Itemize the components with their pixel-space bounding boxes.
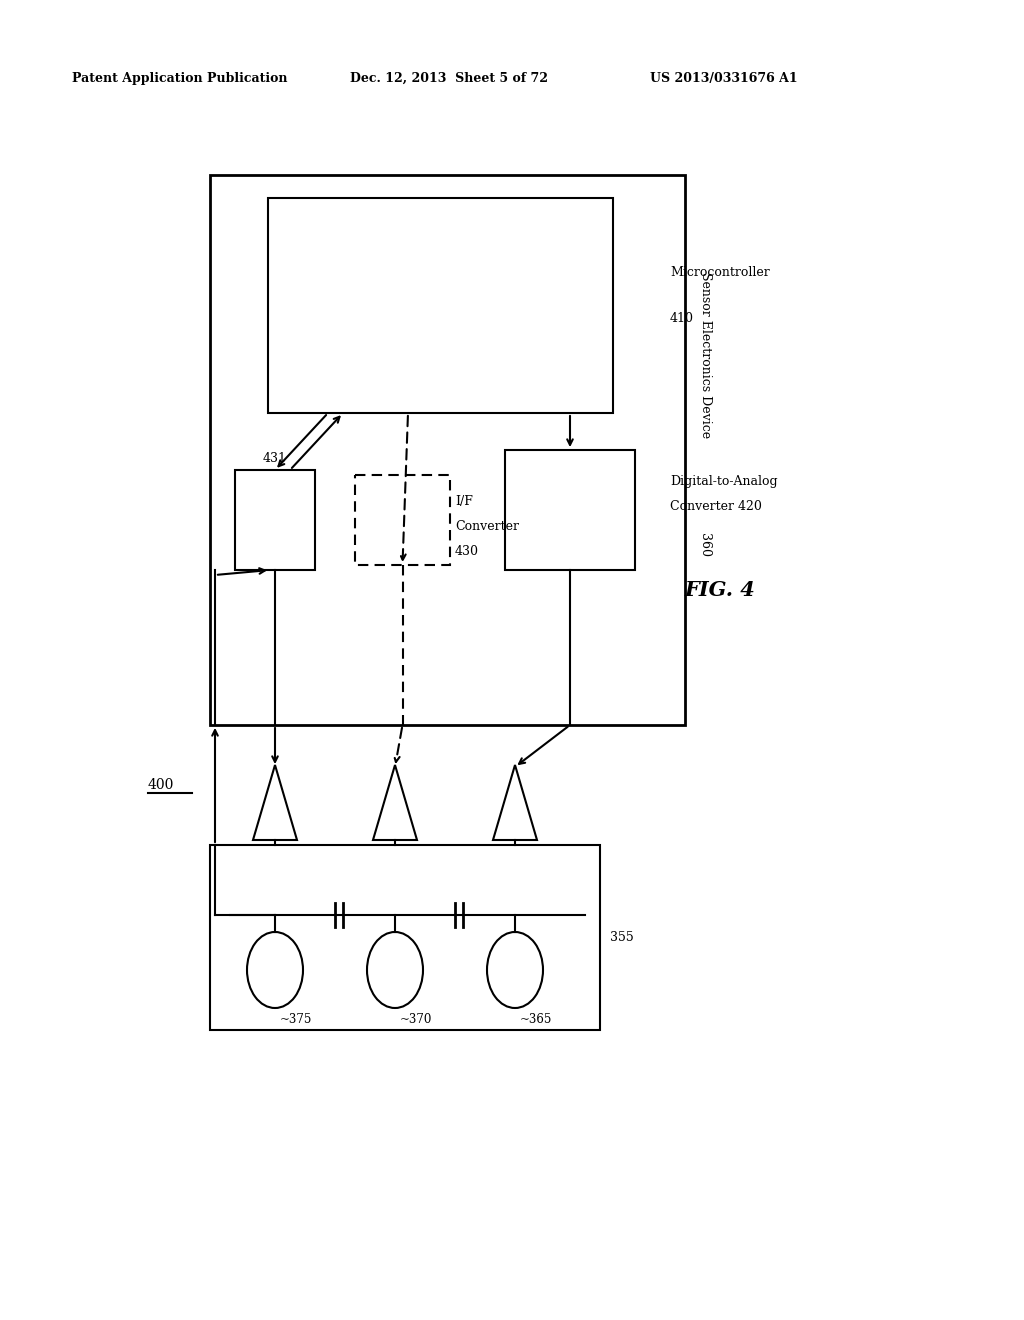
- Bar: [234, 470, 315, 570]
- Text: Converter: Converter: [455, 520, 519, 533]
- Text: 430: 430: [455, 545, 479, 558]
- Text: Sensor Electronics Device: Sensor Electronics Device: [698, 272, 712, 438]
- Ellipse shape: [367, 932, 423, 1008]
- Text: ~365: ~365: [520, 1012, 552, 1026]
- Bar: [268, 198, 613, 413]
- Text: FIG. 4: FIG. 4: [685, 579, 756, 601]
- Bar: [355, 475, 450, 565]
- Text: Microcontroller: Microcontroller: [670, 267, 770, 280]
- Text: 400: 400: [148, 777, 174, 792]
- Text: Digital-to-Analog: Digital-to-Analog: [670, 475, 777, 488]
- Text: 360: 360: [698, 533, 712, 557]
- Bar: [210, 176, 685, 725]
- Bar: [210, 845, 600, 1030]
- Bar: [505, 450, 635, 570]
- Ellipse shape: [487, 932, 543, 1008]
- Text: I/F: I/F: [455, 495, 473, 508]
- Text: 355: 355: [610, 931, 634, 944]
- Text: ~375: ~375: [280, 1012, 312, 1026]
- Text: 431: 431: [263, 451, 287, 465]
- Text: Dec. 12, 2013  Sheet 5 of 72: Dec. 12, 2013 Sheet 5 of 72: [350, 73, 548, 84]
- Text: 410: 410: [670, 312, 694, 325]
- Text: Converter 420: Converter 420: [670, 500, 762, 513]
- Ellipse shape: [247, 932, 303, 1008]
- Text: US 2013/0331676 A1: US 2013/0331676 A1: [650, 73, 798, 84]
- Text: Patent Application Publication: Patent Application Publication: [72, 73, 288, 84]
- Text: ~370: ~370: [400, 1012, 432, 1026]
